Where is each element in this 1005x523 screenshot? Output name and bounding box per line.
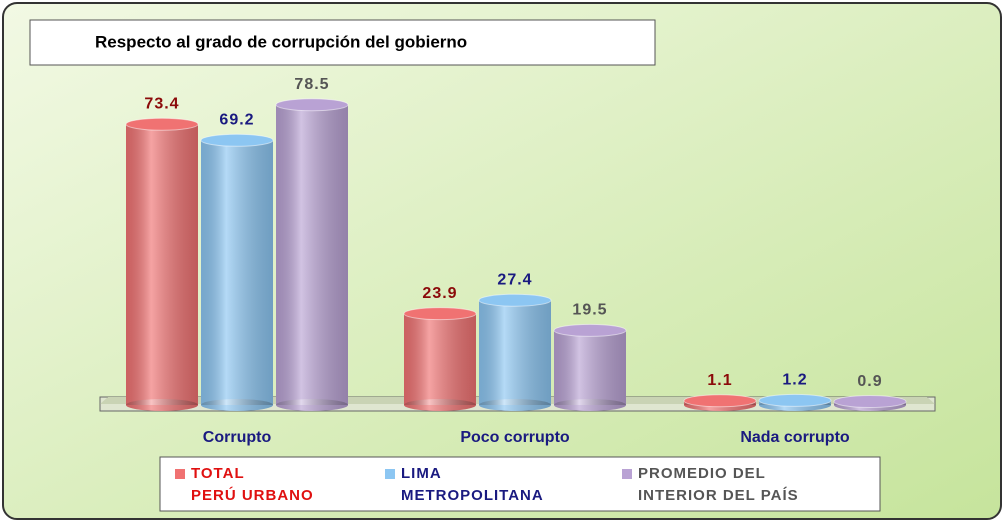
cylinder-top [403, 307, 477, 321]
title-box [29, 19, 656, 66]
bar-shade [201, 140, 273, 405]
legend-swatch [385, 469, 395, 479]
bar-shade [126, 124, 198, 406]
legend-entry: PROMEDIO DEL INTERIOR DEL PAÍS [622, 463, 799, 507]
value-label: 78.5 [294, 76, 329, 93]
cylinder-bottom-shade [554, 399, 626, 411]
bar-shade [554, 330, 626, 405]
value-label: 27.4 [497, 271, 532, 288]
cylinder-top [758, 393, 832, 407]
cylinder-bottom-shade [479, 399, 551, 411]
cylinder-bottom-shade [126, 399, 198, 411]
x-tick-label: Nada corrupto [740, 429, 850, 446]
cylinder-top [683, 394, 757, 408]
x-tick-label: Poco corrupto [460, 429, 570, 446]
legend-label: PROMEDIO DEL INTERIOR DEL PAÍS [638, 465, 799, 504]
value-label: 23.9 [422, 285, 457, 302]
cylinder-top [125, 117, 199, 131]
chart-title: Respecto al grado de corrupción del gobi… [95, 32, 467, 51]
legend-label: TOTAL PERÚ URBANO [191, 465, 314, 504]
bar-shade [276, 104, 348, 406]
x-tick-label: Corrupto [203, 429, 272, 446]
cylinder-bottom-shade [404, 399, 476, 411]
legend-swatch [175, 469, 185, 479]
bar-shade [404, 313, 476, 405]
cylinder-top [200, 133, 274, 147]
legend-entry: TOTAL PERÚ URBANO [175, 463, 314, 507]
legend-entry: LIMA METROPOLITANA [385, 463, 544, 507]
value-label: 0.9 [857, 373, 882, 390]
value-label: 1.1 [707, 372, 732, 389]
bar-shade [479, 300, 551, 405]
cylinder-top [833, 395, 907, 409]
cylinder-bottom-shade [276, 399, 348, 411]
cylinder-top [275, 98, 349, 112]
value-label: 19.5 [572, 302, 607, 319]
value-label: 69.2 [219, 112, 254, 129]
legend-label: LIMA METROPOLITANA [401, 465, 544, 504]
cylinder-top [553, 323, 627, 337]
cylinder-top [478, 293, 552, 307]
value-label: 73.4 [144, 95, 179, 112]
legend-box [159, 456, 881, 512]
cylinder-bottom-shade [201, 399, 273, 411]
legend-swatch [622, 469, 632, 479]
value-label: 1.2 [782, 372, 807, 389]
